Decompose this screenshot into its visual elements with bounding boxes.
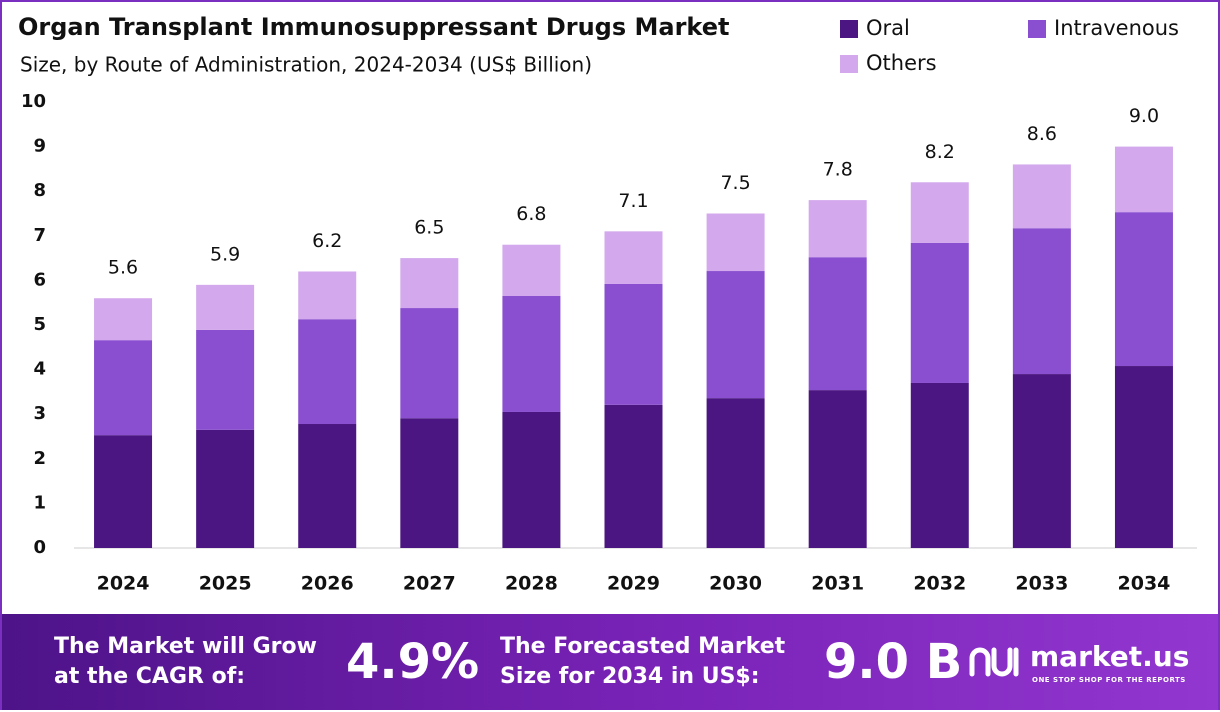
bar-segment — [1114, 146, 1173, 213]
bar-segment — [808, 390, 867, 548]
bar-segment — [910, 182, 969, 243]
bar-segment — [196, 429, 255, 548]
bar-segment — [1012, 228, 1071, 375]
text-line: Size for 2034 in US$: — [500, 664, 760, 689]
chart: Organ Transplant Immunosuppressant Drugs… — [18, 13, 1197, 595]
cagr-text: The Market will Grow at the CAGR of: — [54, 632, 317, 692]
bar-segment — [94, 298, 153, 341]
bar-segment — [298, 424, 357, 548]
bar-segment — [502, 411, 561, 548]
brand-logo — [969, 647, 1019, 677]
brand: market.us — [1030, 640, 1190, 673]
footer: The Market will Grow at the CAGR of: 4.9… — [2, 614, 1218, 710]
bar-segment — [706, 271, 765, 399]
bar-segment — [604, 231, 663, 284]
total-label: 6.5 — [414, 217, 444, 239]
cagr-value: 4.9% — [346, 634, 480, 690]
total-label: 6.2 — [312, 230, 342, 252]
bar-segment — [502, 244, 561, 297]
bar-segment — [94, 340, 153, 436]
forecast-text: The Forecasted Market Size for 2034 in U… — [500, 632, 785, 692]
x-tick-label: 2027 — [403, 573, 456, 595]
x-tick-label: 2033 — [1015, 573, 1068, 595]
x-tick-label: 2030 — [709, 573, 762, 595]
bar-segment — [502, 296, 561, 412]
legend-label: Intravenous — [1054, 16, 1179, 40]
bar-segment — [604, 404, 663, 548]
total-label: 7.8 — [823, 159, 853, 181]
forecast-value: 9.0 B — [824, 634, 963, 690]
y-tick-label: 7 — [33, 225, 46, 246]
x-tick-label: 2024 — [97, 573, 150, 595]
y-tick-label: 1 — [33, 492, 46, 513]
y-tick-label: 10 — [21, 91, 46, 112]
chart-title: Organ Transplant Immunosuppressant Drugs… — [18, 13, 729, 41]
bar-segment — [94, 435, 153, 548]
x-tick-label: 2028 — [505, 573, 558, 595]
x-tick-label: 2034 — [1118, 573, 1171, 595]
y-tick-label: 4 — [33, 359, 46, 380]
bar-segment — [910, 382, 969, 548]
bar-segment — [808, 200, 867, 258]
legend-label: Oral — [866, 16, 910, 40]
bar-segment — [808, 257, 867, 391]
bar-segment — [400, 308, 459, 419]
text-line: The Market will Grow — [54, 634, 317, 659]
y-tick-label: 2 — [33, 448, 46, 469]
total-label: 9.0 — [1129, 105, 1159, 127]
bar-segment — [400, 418, 459, 548]
bar-segment — [400, 258, 459, 309]
y-tick-label: 5 — [33, 314, 46, 335]
y-tick-label: 6 — [33, 269, 46, 290]
bar-segment — [298, 319, 357, 425]
bar-segment — [604, 283, 663, 405]
bar-segment — [1012, 374, 1071, 548]
bar-segment — [196, 284, 255, 330]
total-label: 8.6 — [1027, 123, 1057, 145]
bar-segment — [1012, 164, 1071, 229]
y-tick-label: 0 — [33, 537, 46, 558]
y-tick-label: 3 — [33, 403, 46, 424]
x-tick-label: 2026 — [301, 573, 354, 595]
legend-label: Others — [866, 51, 937, 75]
total-label: 6.8 — [516, 203, 546, 225]
total-label: 5.6 — [108, 257, 138, 279]
chart-subtitle: Size, by Route of Administration, 2024-2… — [20, 53, 592, 77]
bar-segment — [298, 271, 357, 320]
legend-swatch — [1028, 20, 1046, 38]
bar-segment — [910, 242, 969, 383]
text-line: The Forecasted Market — [500, 634, 786, 659]
bar-segment — [1114, 366, 1173, 548]
total-label: 8.2 — [925, 141, 955, 163]
x-tick-label: 2031 — [811, 573, 864, 595]
bar-segment — [706, 213, 765, 272]
total-label: 7.1 — [618, 190, 648, 212]
text-line: at the CAGR of: — [54, 664, 246, 689]
legend-swatch — [840, 55, 858, 73]
x-tick-label: 2032 — [913, 573, 966, 595]
legend-swatch — [840, 20, 858, 38]
total-label: 7.5 — [720, 172, 750, 194]
x-tick-label: 2025 — [199, 573, 252, 595]
total-label: 5.9 — [210, 243, 240, 265]
bar-segment — [1114, 212, 1173, 367]
y-tick-label: 8 — [33, 180, 46, 201]
bar-segment — [196, 329, 255, 430]
x-tick-label: 2029 — [607, 573, 660, 595]
bar-segment — [706, 398, 765, 548]
y-tick-label: 9 — [33, 136, 46, 157]
tagline: ONE STOP SHOP FOR THE REPORTS — [1032, 676, 1186, 684]
